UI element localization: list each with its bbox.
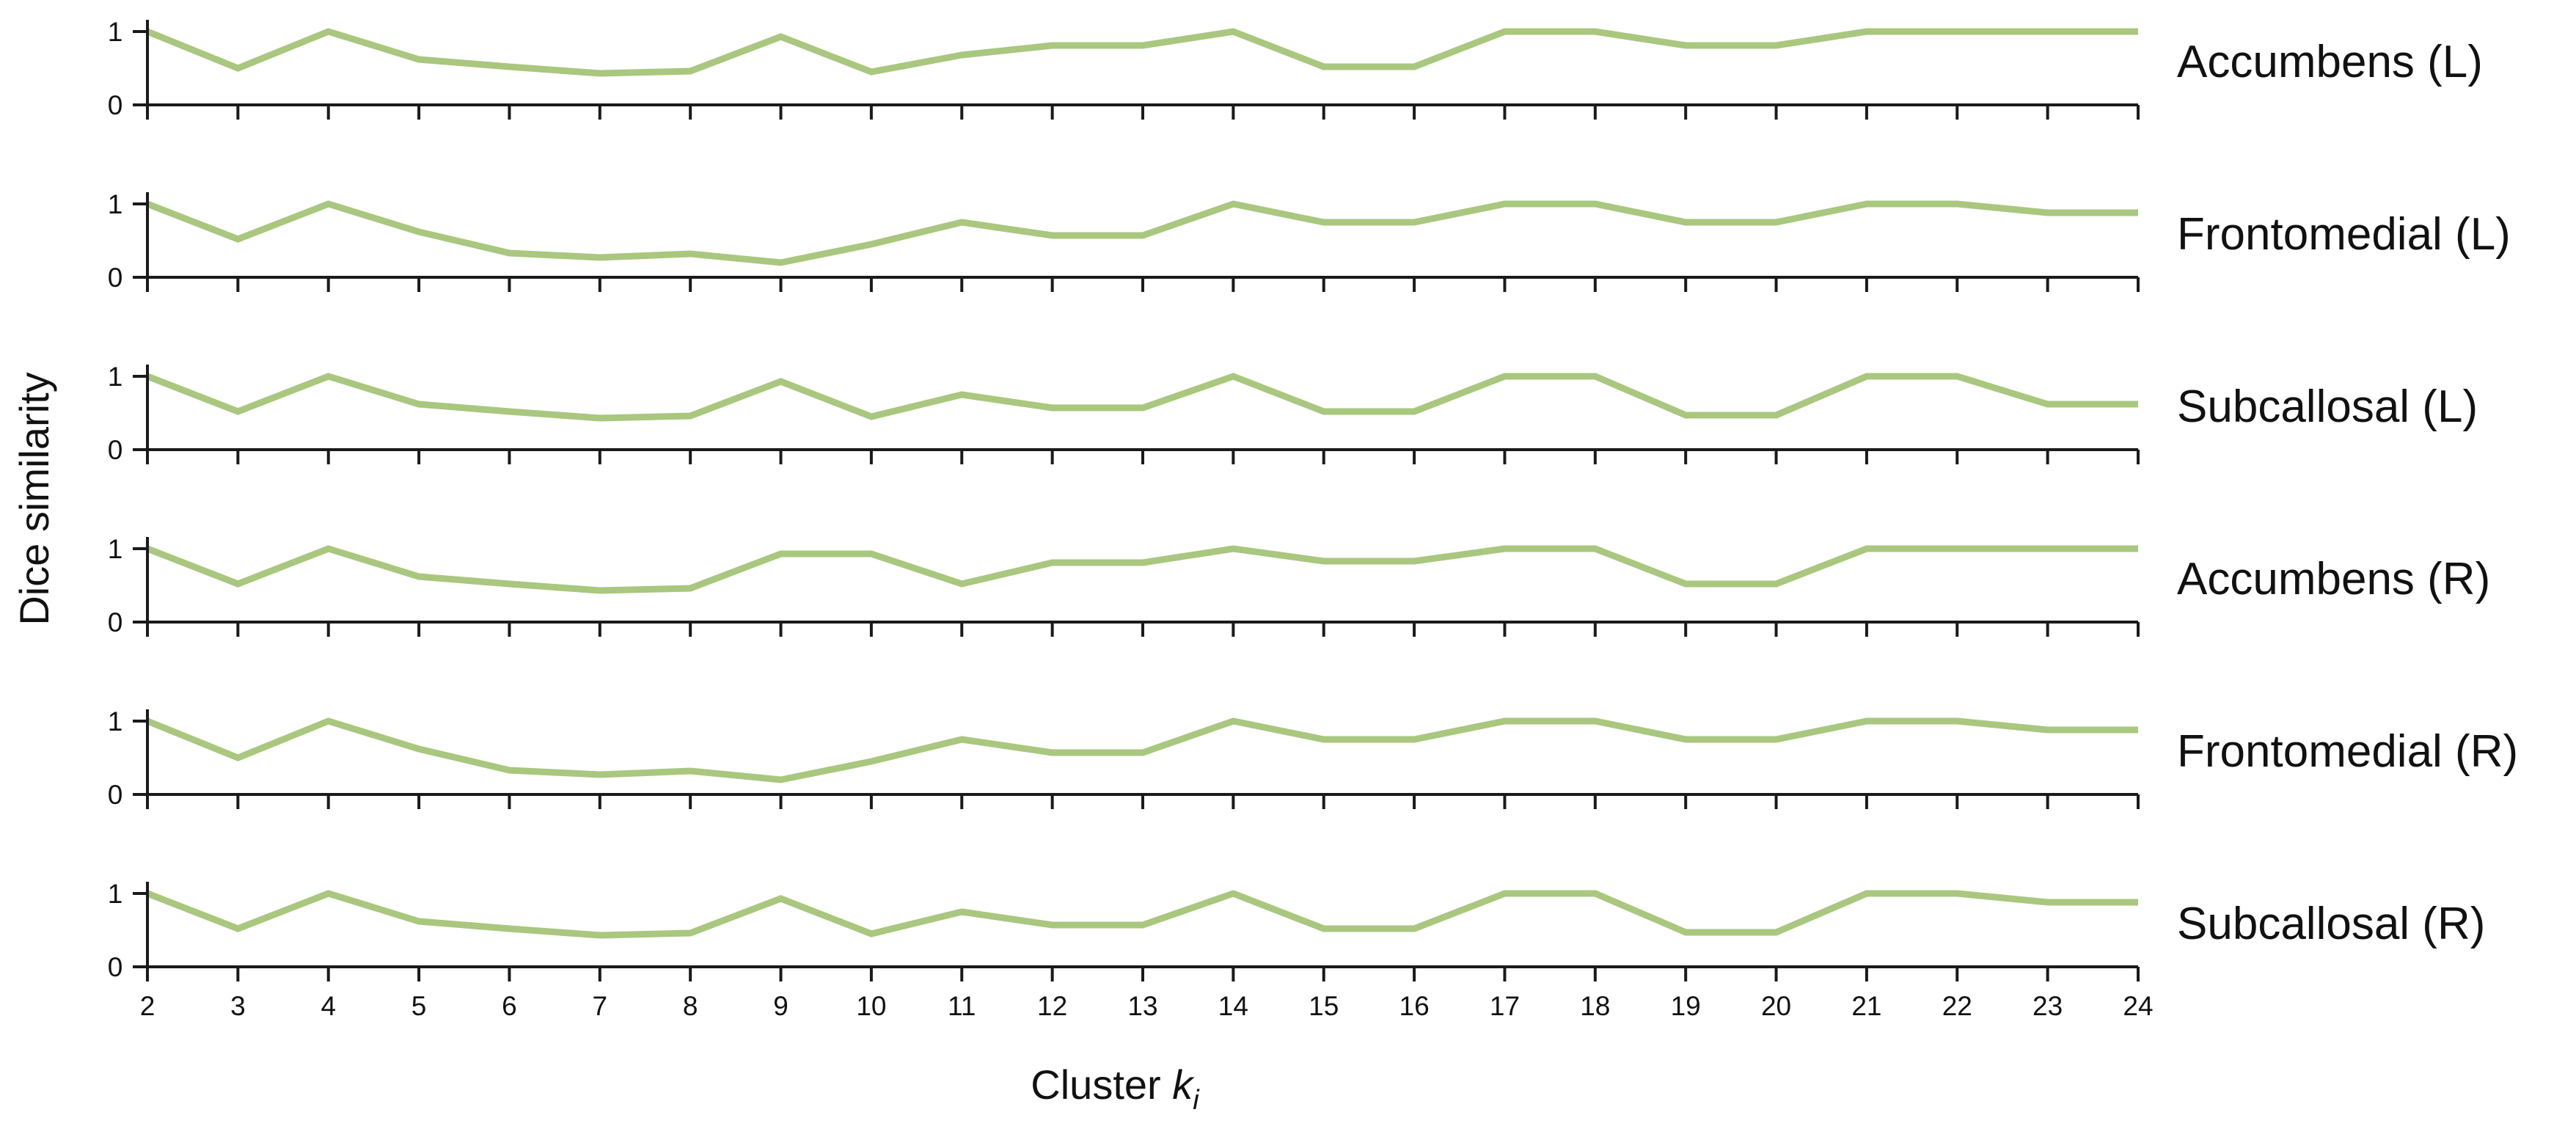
x-tick-labels: 2 3 4 5 6 7 8 9 10 11 12 13 14 15 16 17 18 19 20 21 22 23 24 [140,991,2154,1021]
x-tick-label: 17 [1490,991,1520,1021]
x-tick-label: 23 [2032,991,2063,1021]
x-axis-title: Cluster ki [1031,1061,1200,1116]
x-axis-title-variable: k [1172,1061,1195,1108]
series-line [146,373,2138,422]
x-tick-label: 8 [683,991,698,1021]
y-tick-label: 0 [108,263,123,293]
x-tick-label: 20 [1761,991,1791,1021]
panel-5: 0 1 Frontomedial (R) [108,706,2518,810]
series-line [146,717,2138,783]
y-tick-label: 0 [108,952,123,982]
x-tick-label: 3 [230,991,246,1021]
y-tick-label: 1 [108,534,123,564]
series-line [146,545,2138,594]
x-tick-label: 11 [948,991,976,1021]
y-tick-label: 0 [108,607,123,637]
y-tick-label: 0 [108,90,123,120]
y-tick-label: 1 [108,879,123,909]
x-tick-label: 5 [411,991,427,1021]
x-tick-label: 9 [773,991,788,1021]
panel-2: 0 1 Frontomedial (L) [108,189,2511,293]
x-tick-label: 19 [1671,991,1701,1021]
x-tick-label: 24 [2123,991,2153,1021]
panel-1: 0 1 Accumbens (L) [108,17,2483,120]
x-tick-label: 18 [1580,991,1610,1021]
panel-label: Frontomedial (L) [2177,209,2511,260]
panel-label: Accumbens (R) [2177,554,2490,604]
y-tick-label: 0 [108,780,123,810]
y-tick-label: 1 [108,706,123,736]
panel-label: Subcallosal (L) [2177,381,2478,432]
x-tick-label: 16 [1399,991,1430,1021]
panel-label: Frontomedial (R) [2177,726,2518,777]
panel-3: 0 1 Subcallosal (L) [108,362,2478,465]
x-tick-label: 14 [1218,991,1248,1021]
y-tick-label: 0 [108,435,123,465]
x-tick-label: 7 [593,991,608,1021]
series-line [146,890,2138,939]
x-tick-label: 2 [140,991,155,1021]
x-tick-label: 4 [321,991,336,1021]
series-line [146,28,2138,77]
panel-label: Accumbens (L) [2177,37,2483,87]
panel-label: Subcallosal (R) [2177,899,2485,949]
x-tick-label: 12 [1037,991,1067,1021]
x-axis-title-prefix: Cluster [1031,1061,1172,1108]
x-tick-label: 15 [1309,991,1339,1021]
y-tick-label: 1 [108,17,123,47]
series-line [146,200,2138,266]
chart-panels: 0 1 Accumbens (L) 0 1 Frontomedial (L) 0 1 Subca… [108,17,2518,1021]
x-tick-label: 22 [1942,991,1972,1021]
panel-4: 0 1 Accumbens (R) [108,534,2491,637]
x-tick-label: 10 [856,991,886,1021]
x-axis-title-subscript: i [1193,1085,1200,1116]
y-axis-title: Dice similarity [11,372,57,625]
x-tick-label: 6 [502,991,517,1021]
y-tick-label: 1 [108,362,123,392]
y-tick-label: 1 [108,189,123,219]
x-tick-label: 13 [1127,991,1157,1021]
x-tick-label: 21 [1851,991,1881,1021]
panel-6: 0 1 Subcallosal (R) [108,879,2486,982]
